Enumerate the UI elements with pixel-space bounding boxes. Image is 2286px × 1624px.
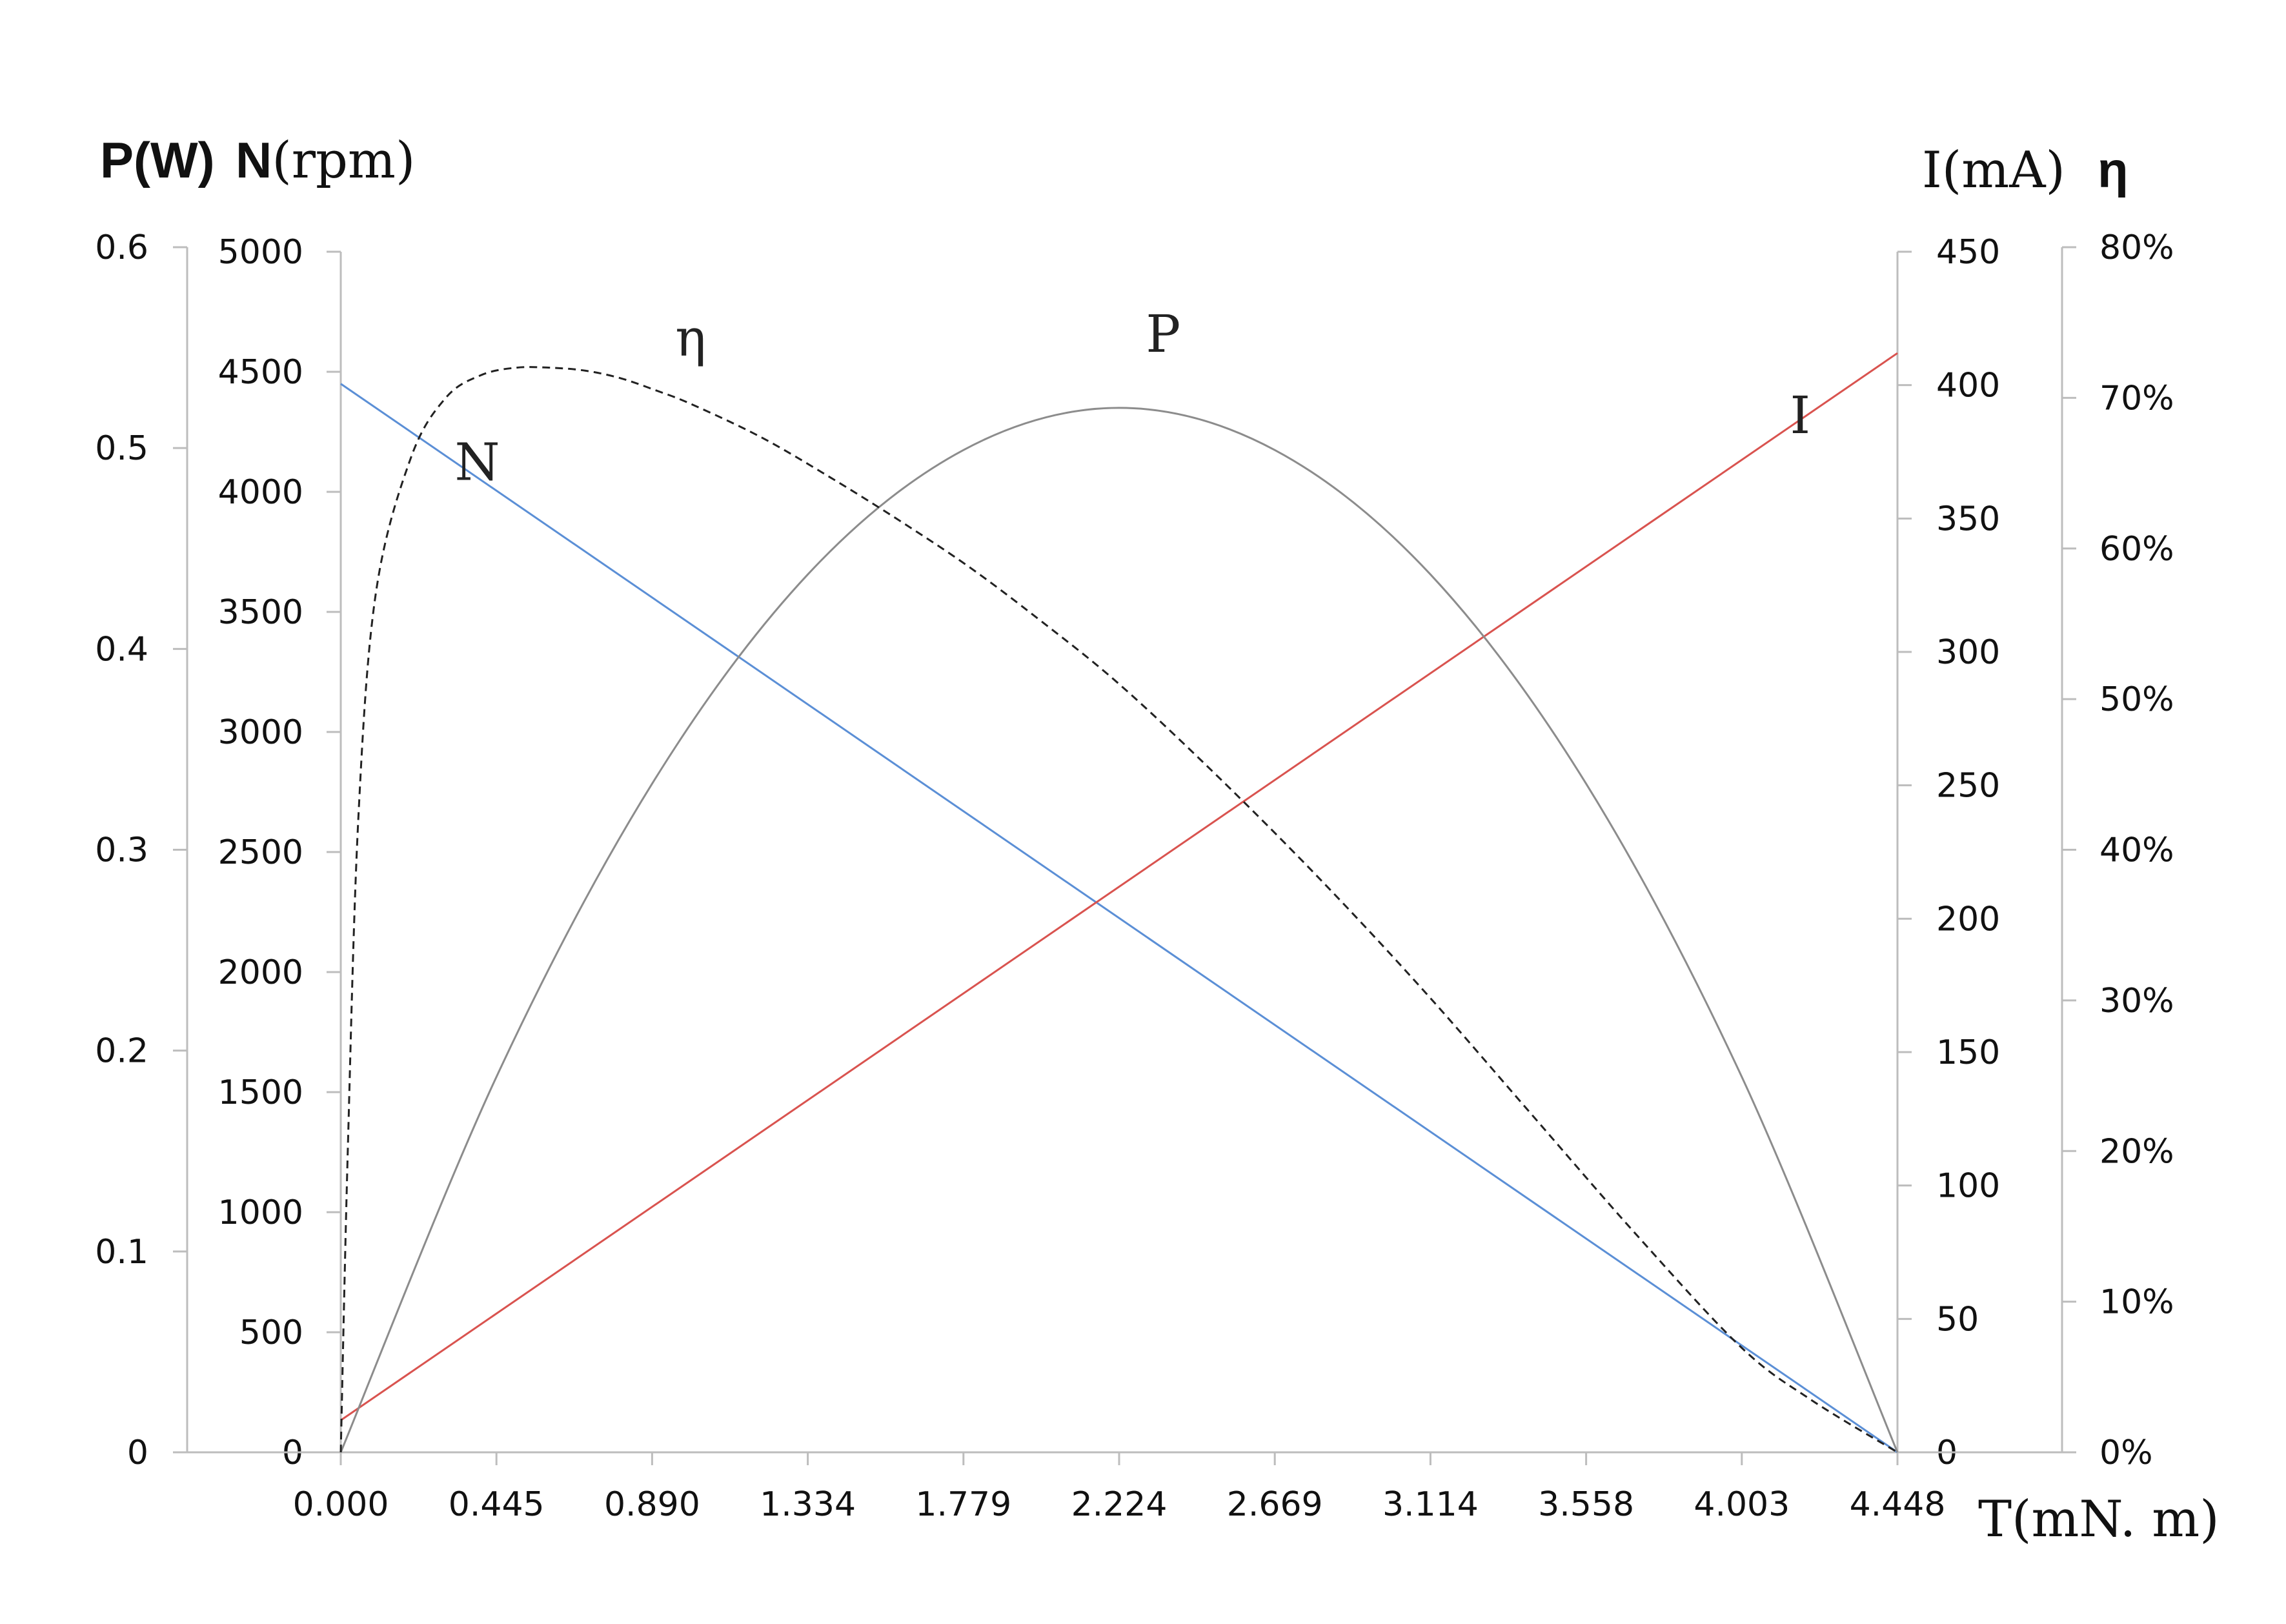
eta-curve-label: η	[675, 308, 706, 368]
curve-labels-layer: N I Pη	[454, 304, 1810, 492]
x-axis-tick-label: 2.224	[1071, 1485, 1168, 1524]
n-axis-tick-label: 4000	[218, 473, 303, 512]
n-axis-tick-label: 3500	[218, 593, 303, 632]
i-axis-tick-label: 450	[1936, 233, 2000, 272]
eta-axis-tick-label: 70%	[2099, 379, 2174, 418]
eta-curve	[339, 366, 1898, 1454]
p-curve-label: P	[1146, 304, 1180, 364]
i-axis-tick-label: 350	[1936, 500, 2000, 538]
eta-axis-tick-label: 20%	[2099, 1132, 2174, 1171]
n-axis-title: N(rpm)	[236, 132, 415, 190]
n-axis-title-letter: N	[236, 132, 272, 188]
p-axis-tick-label: 0.2	[95, 1032, 148, 1071]
eta-axis-tick-label: 40%	[2099, 831, 2174, 870]
eta-axis-tick-label: 0%	[2099, 1434, 2153, 1472]
eta-axis-tick-label: 10%	[2099, 1283, 2174, 1322]
n-curve-label: N	[454, 432, 500, 492]
i-axis-tick-label: 200	[1936, 900, 2000, 939]
x-axis-tick-label: 3.114	[1382, 1485, 1479, 1524]
n-axis-tick-label: 2000	[218, 953, 303, 992]
i-axis-title: I(mA)	[1922, 141, 2065, 199]
n-axis-title-unit: (rpm)	[272, 132, 415, 190]
series-layer	[339, 352, 1899, 1454]
i-axis-tick-label: 300	[1936, 633, 2000, 672]
x-axis-tick-label: 4.003	[1694, 1485, 1790, 1524]
i-curve	[340, 352, 1898, 1421]
x-axis-tick-label: 1.779	[915, 1485, 1011, 1524]
p-axis-title: P(W)	[100, 132, 215, 188]
x-axis-tick-label: 4.448	[1850, 1485, 1946, 1524]
i-axis-tick-label: 250	[1936, 767, 2000, 806]
p-curve	[339, 407, 1899, 1453]
axes-layer: 00.10.20.30.40.50.6050010001500200025003…	[95, 228, 2174, 1524]
eta-axis-title: η	[2098, 141, 2129, 198]
x-axis-tick-label: 0.445	[449, 1485, 545, 1524]
p-axis-tick-label: 0.1	[95, 1233, 148, 1272]
eta-axis-tick-label: 50%	[2099, 680, 2174, 719]
n-axis-tick-label: 5000	[218, 233, 303, 272]
p-axis-tick-label: 0.3	[95, 831, 148, 870]
n-axis-tick-label: 4500	[218, 353, 303, 392]
p-axis-tick-label: 0	[127, 1434, 148, 1472]
x-axis-tick-label: 0.000	[293, 1485, 389, 1524]
eta-axis-tick-label: 60%	[2099, 530, 2174, 569]
i-axis-tick-label: 100	[1936, 1167, 2000, 1206]
i-axis-tick-label: 50	[1936, 1300, 1979, 1339]
n-axis-tick-label: 3000	[218, 713, 303, 752]
eta-axis-tick-label: 30%	[2099, 982, 2174, 1020]
n-axis-tick-label: 1500	[218, 1073, 303, 1112]
p-axis-tick-label: 0.4	[95, 630, 148, 669]
x-axis-tick-label: 0.890	[604, 1485, 700, 1524]
n-axis-tick-label: 500	[239, 1314, 303, 1352]
i-axis-tick-label: 400	[1936, 367, 2000, 405]
x-axis-tick-label: 1.334	[760, 1485, 856, 1524]
x-axis-tick-label: 3.558	[1538, 1485, 1634, 1524]
p-axis-tick-label: 0.6	[95, 228, 148, 267]
eta-axis-tick-label: 80%	[2099, 228, 2174, 267]
x-axis-title: T(mN. m)	[1978, 1490, 2220, 1548]
i-axis-tick-label: 150	[1936, 1033, 2000, 1072]
x-axis-tick-label: 2.669	[1227, 1485, 1323, 1524]
n-axis-tick-label: 2500	[218, 833, 303, 872]
p-axis-tick-label: 0.5	[95, 429, 148, 468]
i-curve-label: I	[1790, 385, 1810, 445]
n-axis-tick-label: 1000	[218, 1193, 303, 1232]
n-curve	[340, 383, 1898, 1454]
